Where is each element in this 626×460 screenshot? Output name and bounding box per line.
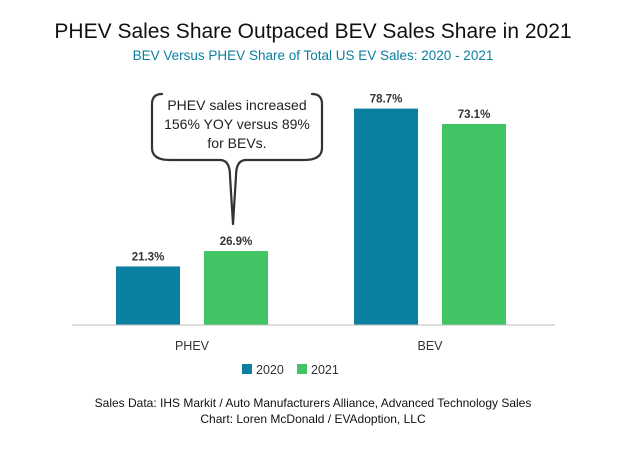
category-label-phev: PHEV	[175, 339, 210, 353]
data-label-phev-2021: 26.9%	[220, 236, 253, 248]
chart-title: PHEV Sales Share Outpaced BEV Sales Shar…	[54, 20, 572, 43]
bar-phev-2021	[204, 251, 268, 325]
callout-bracket	[150, 92, 324, 226]
data-label-phev-2020: 21.3%	[132, 251, 165, 263]
source-line-2: Chart: Loren McDonald / EVAdoption, LLC	[200, 412, 426, 426]
bar-bev-2020	[354, 108, 418, 325]
chart-subtitle: BEV Versus PHEV Share of Total US EV Sal…	[132, 48, 494, 63]
data-label-bev-2020: 78.7%	[370, 94, 403, 106]
legend: 2020 2021	[242, 363, 339, 377]
annotation-line-3: for BEVs.	[207, 135, 266, 151]
annotation-line-2: 156% YOY versus 89%	[164, 116, 310, 132]
category-label-bev: BEV	[417, 339, 443, 353]
annotation-line-1: PHEV sales increased	[167, 97, 306, 113]
legend-swatch-2021	[297, 364, 307, 374]
annotation-callout: PHEV sales increased 156% YOY versus 89% f…	[150, 92, 324, 226]
bar-bev-2021	[442, 123, 506, 325]
legend-label-2021: 2021	[311, 363, 339, 377]
legend-swatch-2020	[242, 364, 252, 374]
legend-label-2020: 2020	[256, 363, 284, 377]
bar-phev-2020	[116, 266, 180, 325]
bar-chart: 21.3% 26.9% PHEV 78.7% 73.1% BEV PHEV sales i…	[72, 92, 555, 377]
data-label-bev-2021: 73.1%	[458, 109, 491, 121]
source-line-1: Sales Data: IHS Markit / Auto Manufactur…	[94, 396, 532, 410]
